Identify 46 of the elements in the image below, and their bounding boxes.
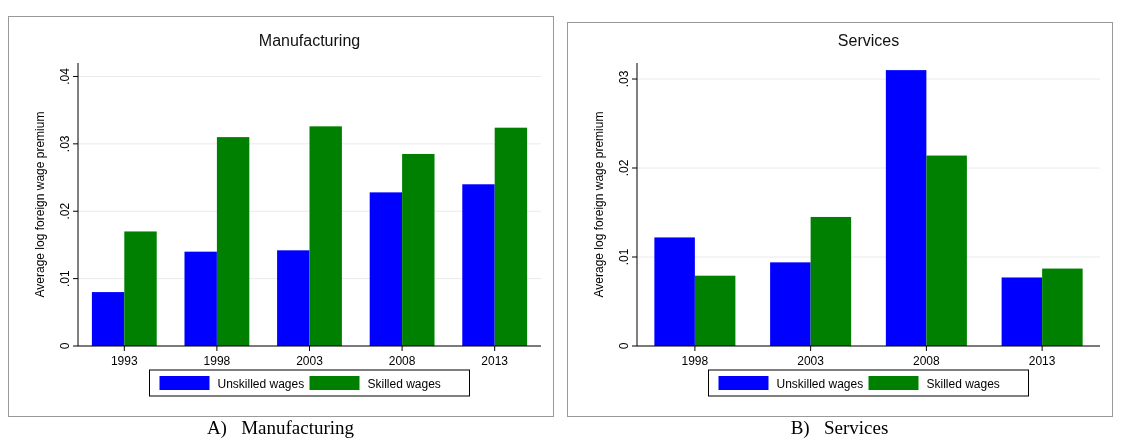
bar bbox=[184, 251, 217, 346]
bar bbox=[926, 155, 967, 346]
bar bbox=[810, 216, 852, 346]
y-tick-label: .03 bbox=[58, 135, 72, 153]
bar bbox=[1042, 268, 1083, 346]
x-tick-label: 1998 bbox=[203, 354, 231, 368]
legend-label: Skilled wages bbox=[367, 377, 441, 391]
x-tick-label: 2003 bbox=[296, 354, 324, 368]
bar bbox=[91, 292, 125, 346]
x-tick-label: 2013 bbox=[481, 354, 509, 368]
bar bbox=[124, 231, 157, 346]
x-tick-label: 1998 bbox=[681, 354, 709, 368]
bar bbox=[1001, 277, 1043, 346]
bar bbox=[462, 184, 495, 346]
y-tick-label: .04 bbox=[58, 67, 72, 85]
bar bbox=[369, 192, 403, 346]
text: B) Services bbox=[790, 417, 889, 439]
bar bbox=[216, 137, 250, 346]
legend-label: Skilled wages bbox=[926, 377, 1000, 391]
y-tick-label: 0 bbox=[617, 342, 631, 350]
x-tick-label: 2003 bbox=[797, 354, 825, 368]
x-tick-label: 2013 bbox=[1028, 354, 1056, 368]
y-tick-label: 0 bbox=[58, 342, 72, 350]
y-tick-label: .01 bbox=[617, 248, 631, 266]
bar bbox=[277, 250, 310, 346]
x-tick-label: 1993 bbox=[110, 354, 138, 368]
bar bbox=[770, 262, 811, 346]
x-tick-label: 2008 bbox=[913, 354, 941, 368]
chart-title: Services bbox=[837, 32, 900, 49]
bar bbox=[402, 153, 435, 346]
y-tick-label: .02 bbox=[58, 202, 72, 220]
y-axis-title: Average log foreign wage premium bbox=[33, 111, 47, 298]
text: A) Manufacturing bbox=[206, 417, 355, 439]
bar bbox=[654, 237, 695, 346]
y-tick-label: .01 bbox=[58, 269, 72, 287]
bar bbox=[494, 127, 528, 346]
y-tick-label: .02 bbox=[617, 159, 631, 177]
y-tick-label: .03 bbox=[617, 70, 631, 88]
bar bbox=[885, 70, 927, 346]
x-tick-label: 2008 bbox=[388, 354, 416, 368]
legend-label: Unskilled wages bbox=[776, 377, 864, 391]
legend-label: Unskilled wages bbox=[217, 377, 305, 391]
bar bbox=[309, 126, 342, 346]
chart-title: Manufacturing bbox=[258, 32, 361, 49]
y-axis-title: Average log foreign wage premium bbox=[592, 111, 606, 298]
bar bbox=[694, 275, 736, 346]
